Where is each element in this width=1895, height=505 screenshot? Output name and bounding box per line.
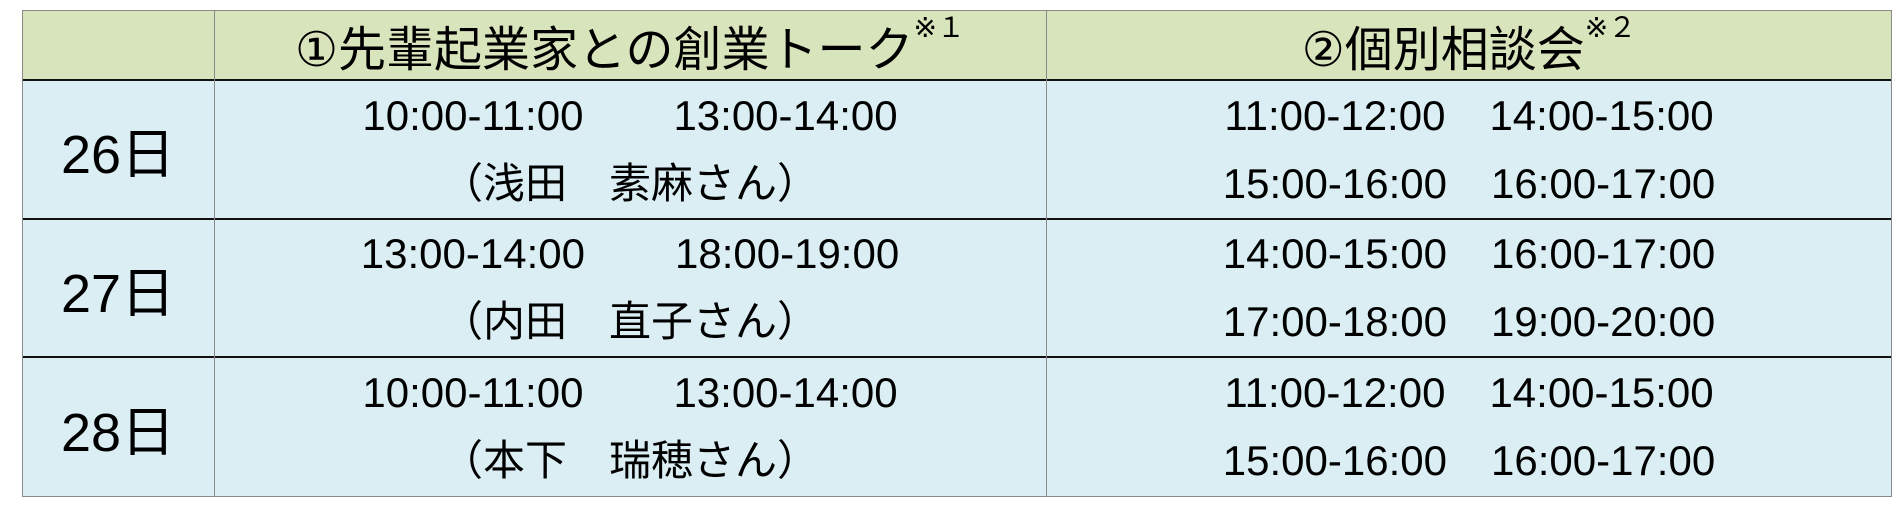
header-talk-note: ※１ xyxy=(913,12,966,43)
talk-time: 18:00-19:00 xyxy=(675,230,900,277)
speaker-name: （浅田 素麻さん） xyxy=(440,159,819,207)
divider xyxy=(22,79,1892,81)
consult-time: 11:00-12:00 xyxy=(1224,91,1446,139)
consult-times: 17:00-18:00 19:00-20:00 xyxy=(1223,288,1715,356)
consult-time: 14:00-15:00 xyxy=(1489,91,1714,139)
table-row-day: 28日 xyxy=(22,357,214,497)
header-consult-title: ②個別相談会 xyxy=(1301,24,1585,77)
consult-times: 15:00-16:00 16:00-17:00 xyxy=(1223,150,1715,218)
day-label: 27日 xyxy=(60,263,176,324)
talk-time: 10:00-11:00 xyxy=(362,91,584,139)
talk-time: 13:00-14:00 xyxy=(673,369,898,416)
talk-time: 13:00-14:00 xyxy=(673,91,898,139)
speaker-name: （内田 直子さん） xyxy=(440,298,819,345)
header-empty-cell xyxy=(22,10,214,80)
consult-cell: 14:00-15:00 16:00-17:00 17:00-18:00 19:0… xyxy=(1046,219,1892,357)
consult-time: 11:00-12:00 xyxy=(1224,369,1446,416)
consult-time: 17:00-18:00 xyxy=(1222,298,1447,345)
header-consult: ②個別相談会※２ xyxy=(1046,10,1892,80)
table-row-day: 27日 xyxy=(22,219,214,357)
divider xyxy=(22,356,1892,358)
talk-times: 13:00-14:00 18:00-19:00 xyxy=(361,220,899,288)
talk-cell: 13:00-14:00 18:00-19:00 （内田 直子さん） xyxy=(214,219,1046,357)
consult-cell: 11:00-12:00 14:00-15:00 15:00-16:00 16:0… xyxy=(1046,80,1892,219)
consult-time: 19:00-20:00 xyxy=(1491,298,1716,345)
divider xyxy=(1046,10,1047,497)
talk-time: 10:00-11:00 xyxy=(362,369,584,416)
divider xyxy=(214,10,215,497)
talk-times: 10:00-11:00 13:00-14:00 xyxy=(362,82,897,150)
speaker-name: （本下 瑞穂さん） xyxy=(440,437,819,484)
consult-times: 11:00-12:00 14:00-15:00 xyxy=(1224,359,1713,427)
table-row-day: 26日 xyxy=(22,80,214,219)
consult-cell: 11:00-12:00 14:00-15:00 15:00-16:00 16:0… xyxy=(1046,357,1892,497)
talk-cell: 10:00-11:00 13:00-14:00 （本下 瑞穂さん） xyxy=(214,357,1046,497)
consult-time: 15:00-16:00 xyxy=(1222,437,1447,484)
talk-times: 10:00-11:00 13:00-14:00 xyxy=(362,359,897,427)
consult-time: 16:00-17:00 xyxy=(1491,230,1716,277)
consult-times: 14:00-15:00 16:00-17:00 xyxy=(1223,220,1715,288)
talk-cell: 10:00-11:00 13:00-14:00 （浅田 素麻さん） xyxy=(214,80,1046,219)
talk-time: 13:00-14:00 xyxy=(360,230,585,277)
consult-time: 16:00-17:00 xyxy=(1491,437,1716,484)
table-border xyxy=(22,10,1892,497)
header-consult-note: ※２ xyxy=(1584,12,1637,43)
header-talk: ①先輩起業家との創業トーク※１ xyxy=(214,10,1046,80)
consult-time: 15:00-16:00 xyxy=(1222,159,1447,207)
day-label: 26日 xyxy=(60,125,176,185)
consult-time: 16:00-17:00 xyxy=(1491,159,1716,207)
consult-times: 15:00-16:00 16:00-17:00 xyxy=(1223,427,1715,495)
day-label: 28日 xyxy=(60,402,176,463)
divider xyxy=(22,218,1892,220)
consult-times: 11:00-12:00 14:00-15:00 xyxy=(1224,82,1713,150)
schedule-table: ①先輩起業家との創業トーク※１ ②個別相談会※２ 26日 10:00-11:00… xyxy=(22,10,1892,497)
consult-time: 14:00-15:00 xyxy=(1222,230,1447,277)
consult-time: 14:00-15:00 xyxy=(1489,369,1714,416)
header-talk-title: ①先輩起業家との創業トーク xyxy=(294,24,914,77)
